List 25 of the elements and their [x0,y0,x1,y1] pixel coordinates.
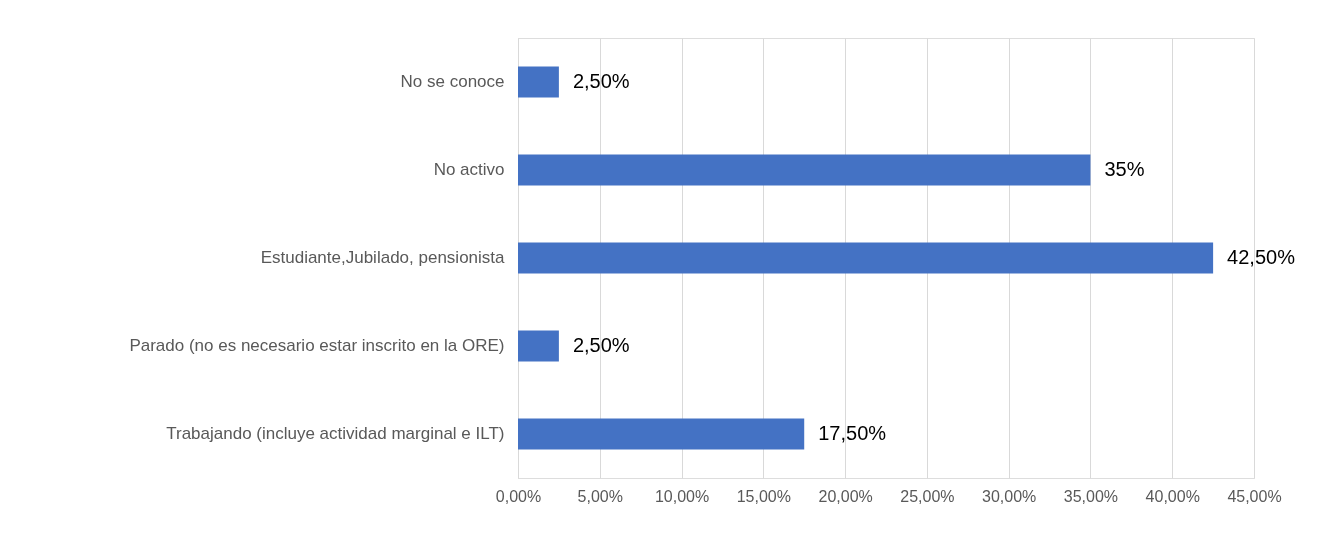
bar [518,330,559,362]
y-tick-label: Parado (no es necesario estar inscrito en la ORE) [129,336,505,355]
x-tick-label: 20,00% [818,487,873,505]
data-label: 42,50% [1227,246,1296,268]
x-tick-label: 25,00% [900,487,955,505]
x-tick-label: 5,00% [577,487,623,505]
x-tick-label: 40,00% [1145,487,1200,505]
bar [518,418,805,450]
bar [518,154,1091,186]
data-label: 2,50% [572,70,630,92]
bar [518,242,1214,274]
x-tick-label: 30,00% [982,487,1037,505]
x-tick-label: 0,00% [495,487,542,505]
y-tick-label: No activo [433,160,505,179]
x-tick-label: 15,00% [736,487,791,505]
y-tick-label: No se conoce [400,72,505,91]
bar [518,66,559,98]
x-tick-label: 10,00% [654,487,710,505]
data-label: 35% [1104,158,1145,180]
x-tick-label: 35,00% [1063,487,1119,505]
y-tick-label: Trabajando (incluye actividad marginal e ILT) [166,424,505,443]
data-label: 2,50% [572,334,630,356]
x-tick-label: 45,00% [1227,487,1282,505]
data-label: 17,50% [818,422,887,444]
y-tick-label: Estudiante,Jubilado, pensionista [260,248,506,267]
